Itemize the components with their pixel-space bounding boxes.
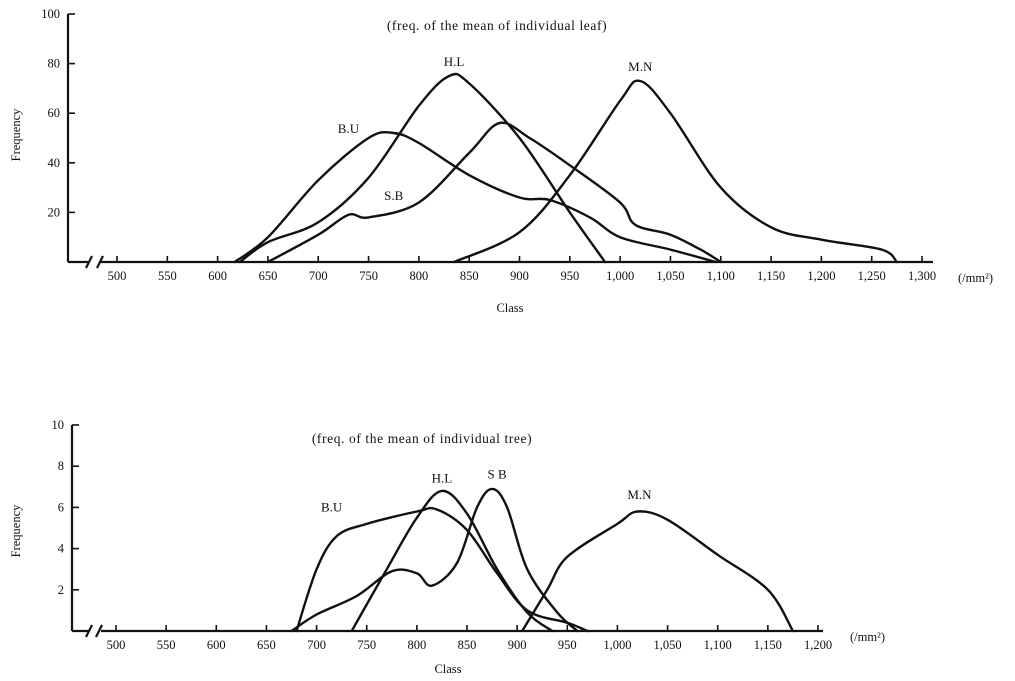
x-axis-title: Class — [496, 301, 523, 315]
y-tick-label: 10 — [52, 418, 65, 432]
y-tick-label: 100 — [41, 7, 60, 21]
chart-title: (freq. of the mean of individual tree) — [312, 431, 532, 446]
axis-break-mark — [85, 624, 103, 638]
x-tick-label: 750 — [357, 638, 376, 652]
series-label-s-b: S.B — [384, 188, 403, 203]
series-line-b-u — [233, 130, 717, 264]
x-tick-label: 500 — [108, 269, 127, 283]
x-tick-label: 900 — [510, 269, 529, 283]
y-axis-title: Frequency — [9, 108, 23, 162]
x-tick-label: 1,200 — [804, 638, 832, 652]
x-tick-label: 600 — [207, 638, 226, 652]
chart-title: (freq. of the mean of individual leaf) — [387, 18, 607, 33]
y-tick-label: 40 — [48, 156, 61, 170]
x-tick-label: 650 — [257, 638, 276, 652]
x-tick-label: 1,050 — [654, 638, 682, 652]
x-axis-unit: (/mm²) — [958, 271, 993, 285]
series-line-h-l — [350, 489, 554, 633]
x-tick-label: 1,000 — [603, 638, 631, 652]
x-tick-label: 950 — [558, 638, 577, 652]
y-tick-label: 60 — [48, 106, 61, 120]
x-tick-label: 850 — [458, 638, 477, 652]
x-tick-label: 1,150 — [754, 638, 782, 652]
axis-break-mark — [85, 255, 104, 269]
y-tick-label: 4 — [58, 542, 65, 556]
x-tick-label: 550 — [157, 638, 176, 652]
x-tick-label: 850 — [460, 269, 479, 283]
x-tick-label: 1,100 — [707, 269, 735, 283]
series-line-s-b — [266, 121, 722, 264]
x-tick-label: 1,250 — [858, 269, 886, 283]
y-tick-label: 2 — [58, 583, 64, 597]
series-label-b-u: B.U — [338, 121, 360, 136]
x-tick-label: 800 — [407, 638, 426, 652]
y-tick-label: 6 — [58, 500, 64, 514]
x-tick-label: 1,050 — [656, 269, 684, 283]
x-tick-label: 900 — [508, 638, 527, 652]
x-tick-label: 800 — [410, 269, 429, 283]
series-line-h-l — [238, 72, 607, 264]
x-tick-label: 1,300 — [908, 269, 936, 283]
x-tick-label: 700 — [309, 269, 328, 283]
y-tick-label: 20 — [48, 205, 61, 219]
y-tick-label: 8 — [58, 459, 64, 473]
x-tick-label: 1,150 — [757, 269, 785, 283]
series-label-h-l: H.L — [432, 471, 453, 486]
x-axis-title: Class — [434, 662, 461, 676]
series-label-h-l: H.L — [444, 54, 465, 69]
y-axis-title: Frequency — [9, 504, 23, 558]
series-line-m-n — [521, 510, 795, 633]
x-tick-label: 1,000 — [606, 269, 634, 283]
x-tick-label: 950 — [560, 269, 579, 283]
x-tick-label: 700 — [307, 638, 326, 652]
x-tick-label: 550 — [158, 269, 177, 283]
series-label-s-b: S B — [488, 467, 507, 482]
series-label-b-u: B.U — [321, 500, 343, 515]
x-tick-label: 750 — [359, 269, 378, 283]
x-tick-label: 650 — [259, 269, 278, 283]
x-tick-label: 600 — [208, 269, 227, 283]
x-tick-label: 1,200 — [807, 269, 835, 283]
y-tick-label: 80 — [48, 57, 61, 71]
series-label-m-n: M.N — [627, 487, 652, 502]
series-line-s-b — [290, 487, 579, 633]
x-axis-unit: (/mm²) — [850, 630, 885, 644]
tree-frequency-chart: (freq. of the mean of individual tree) F… — [9, 418, 885, 676]
series-line-m-n — [452, 79, 898, 264]
series-line-b-u — [295, 506, 589, 633]
leaf-frequency-chart: (freq. of the mean of individual leaf) F… — [9, 7, 993, 315]
series-label-m-n: M.N — [628, 59, 653, 74]
x-tick-label: 1,100 — [704, 638, 732, 652]
x-tick-label: 500 — [107, 638, 126, 652]
